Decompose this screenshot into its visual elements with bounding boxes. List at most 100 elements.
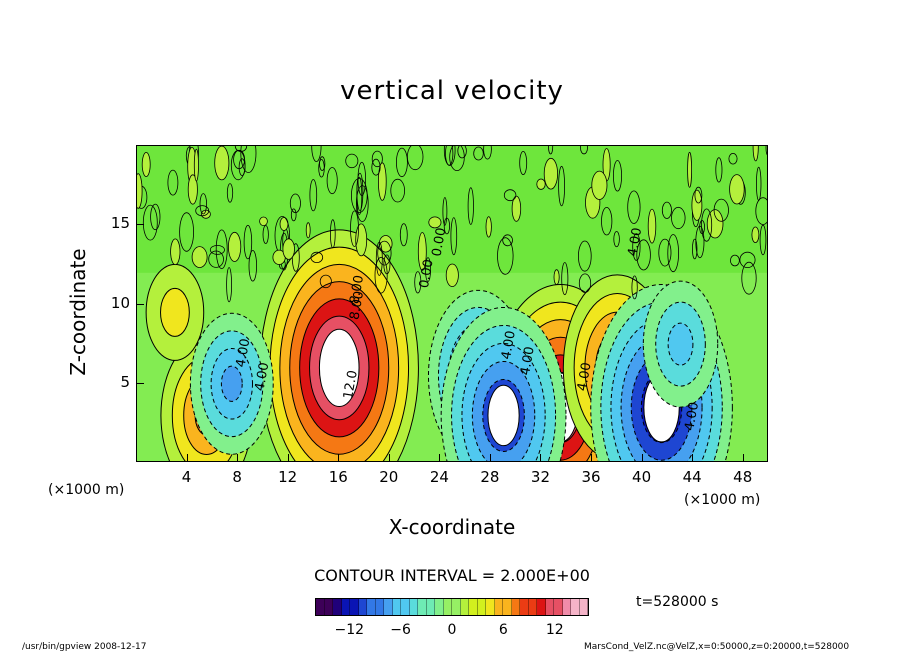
footer-left: /usr/bin/gpview 2008-12-17 <box>22 642 147 652</box>
turbulence-contour <box>636 239 651 271</box>
turbulence-contour <box>765 146 767 156</box>
turbulence-contour <box>577 240 592 272</box>
colorbar-segment <box>409 599 418 615</box>
turbulence-contour <box>417 232 427 271</box>
turbulence-contour <box>632 233 641 261</box>
colorbar-segment <box>528 599 537 615</box>
colorbar-segment <box>324 599 333 615</box>
contour-label: 8.00 <box>347 274 367 305</box>
colorbar-tick-label: 6 <box>498 622 508 638</box>
contour-label: 4.00 <box>253 361 273 392</box>
turbulence-contour <box>187 174 198 205</box>
turbulence-contour <box>443 146 456 166</box>
colorbar-segment <box>333 599 342 615</box>
turbulence-contour <box>167 169 179 196</box>
turbulence-contour <box>310 251 324 264</box>
colorbar-tick-label: −6 <box>390 622 411 638</box>
turbulence-contour <box>759 224 767 256</box>
turbulence-contour <box>214 146 230 181</box>
turbulence-contour <box>601 206 613 236</box>
turbulence-contour <box>407 146 424 171</box>
contour-cell-downdraft-1 <box>189 312 274 455</box>
colorbar-segment <box>384 599 393 615</box>
turbulence-contour <box>519 150 528 176</box>
time-label: t=528000 s <box>636 594 719 610</box>
colorbar-segment <box>350 599 359 615</box>
colorbar-segment <box>503 599 512 615</box>
turbulence-contour <box>701 208 713 242</box>
turbulence-contour <box>318 159 325 178</box>
x-tick-mark <box>287 454 289 462</box>
contour-label: 4.00 <box>234 337 254 368</box>
turbulence-contour <box>428 216 442 229</box>
colorbar-segment <box>579 599 588 615</box>
turbulence-contour <box>706 209 724 239</box>
turbulence-contour <box>752 146 759 162</box>
turbulence-contour <box>399 223 408 247</box>
y-tick-mark <box>136 303 144 305</box>
turbulence-contour <box>543 157 558 190</box>
turbulence-contour <box>289 193 301 214</box>
turbulence-contour <box>395 147 408 178</box>
x-tick-label: 28 <box>480 468 500 486</box>
x-tick-label: 36 <box>581 468 601 486</box>
turbulence-contour <box>345 153 359 169</box>
x-tick-label: 48 <box>733 468 753 486</box>
turbulence-contour <box>658 238 672 267</box>
colorbar-segment <box>418 599 427 615</box>
turbulence-contour <box>687 151 692 188</box>
turbulence-contour <box>193 148 199 182</box>
turbulence-contour <box>226 183 234 203</box>
x-tick-mark <box>591 454 593 462</box>
turbulence-contour <box>356 185 369 222</box>
upper-turbulence <box>137 146 767 303</box>
contour-label: 8.00 <box>347 290 367 321</box>
turbulence-contour <box>350 210 359 247</box>
colorbar-tick-label: −12 <box>334 622 365 638</box>
colorbar-segment <box>341 599 350 615</box>
colorbar-segment <box>545 599 554 615</box>
turbulence-contour <box>378 162 387 201</box>
turbulence-contour <box>356 172 364 211</box>
colorbar-segment <box>477 599 486 615</box>
turbulence-contour <box>553 269 560 285</box>
turbulence-contour <box>728 152 738 165</box>
y-axis-label: Z-coordinate <box>66 248 90 376</box>
turbulence-contour <box>371 150 383 168</box>
contour-label: 4.00 <box>518 345 538 376</box>
contour-core <box>318 328 360 407</box>
plot-area: 4.00 4.00 8.00 12.0 4.00 4.00 4.00 4.00 8.00 0.00… <box>136 145 768 462</box>
turbulence-contour <box>497 237 514 275</box>
turbulence-contour <box>692 238 698 260</box>
turbulence-contour <box>230 150 246 181</box>
x-tick-label: 20 <box>379 468 399 486</box>
turbulence-contour <box>170 238 181 266</box>
colorbar-segment <box>460 599 469 615</box>
colorbar-tick-label: 0 <box>447 622 457 638</box>
colorbar-segment <box>520 599 529 615</box>
contour-label: 4.00 <box>682 401 702 432</box>
colorbar-segment <box>554 599 563 615</box>
turbulence-contour <box>467 187 474 225</box>
turbulence-contour <box>199 193 208 215</box>
turbulence-contour <box>536 178 546 190</box>
turbulence-contour <box>485 216 492 238</box>
x-axis-label: X-coordinate <box>388 515 516 539</box>
colorbar-segment <box>511 599 520 615</box>
colorbar-segment <box>435 599 444 615</box>
x-tick-label: 40 <box>632 468 652 486</box>
turbulence-contour <box>191 246 208 268</box>
turbulence-contour <box>240 146 257 173</box>
turbulence-contour <box>377 240 392 266</box>
colorbar-segment <box>486 599 495 615</box>
turbulence-contour <box>667 234 679 273</box>
turbulence-contour <box>442 197 448 226</box>
turbulence-contour <box>558 165 566 207</box>
contour-label: 4.00 <box>575 361 595 392</box>
x-tick-mark <box>540 454 542 462</box>
turbulence-contour <box>627 190 641 224</box>
turbulence-contour <box>195 205 210 217</box>
x-tick-mark <box>439 454 441 462</box>
turbulence-contour <box>741 261 757 295</box>
turbulence-contour <box>631 275 638 300</box>
